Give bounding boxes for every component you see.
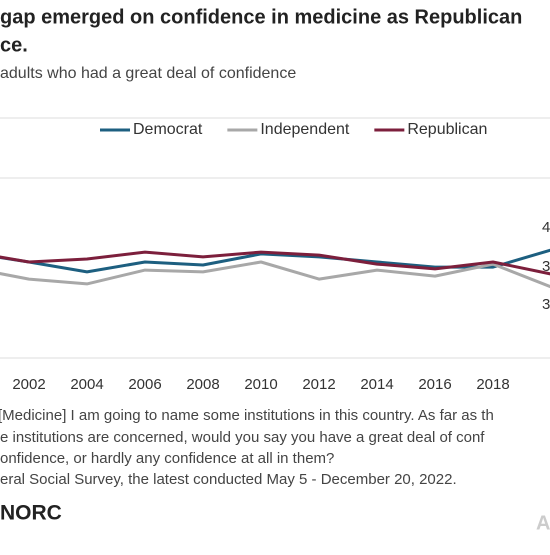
note: eral Social Survey, the latest conducted…	[0, 471, 457, 488]
x-tick-label: 2010	[244, 376, 277, 393]
x-tick-label: 2008	[186, 376, 219, 393]
chart-subtitle: adults who had a great deal of confidenc…	[0, 65, 296, 82]
x-tick-label: 2014	[360, 376, 393, 393]
x-tick-label: 2004	[70, 376, 103, 393]
legend-label: Independent	[260, 121, 350, 138]
series-line	[0, 250, 550, 276]
plot-area	[0, 248, 550, 289]
x-tick-label: 2016	[418, 376, 451, 393]
x-tick-label: 2002	[12, 376, 45, 393]
logo: NORC	[0, 502, 62, 525]
legend-label: Democrat	[133, 121, 203, 138]
end-label: 4	[542, 219, 550, 236]
x-tick-label: 2018	[476, 376, 509, 393]
series-line	[0, 260, 550, 289]
end-label: 3	[542, 296, 550, 313]
note: [Medicine] I am going to name some insti…	[0, 407, 494, 424]
chart-title: gap emerged on confidence in medicine as…	[0, 6, 522, 28]
note: e institutions are concerned, would you …	[0, 429, 485, 446]
legend-label: Republican	[407, 121, 487, 138]
watermark: A	[536, 512, 550, 534]
end-label: 3	[542, 258, 550, 275]
note: onfidence, or hardly any confidence at a…	[0, 450, 334, 467]
chart-title: ce.	[0, 34, 28, 56]
x-tick-label: 2012	[302, 376, 335, 393]
x-tick-label: 2006	[128, 376, 161, 393]
